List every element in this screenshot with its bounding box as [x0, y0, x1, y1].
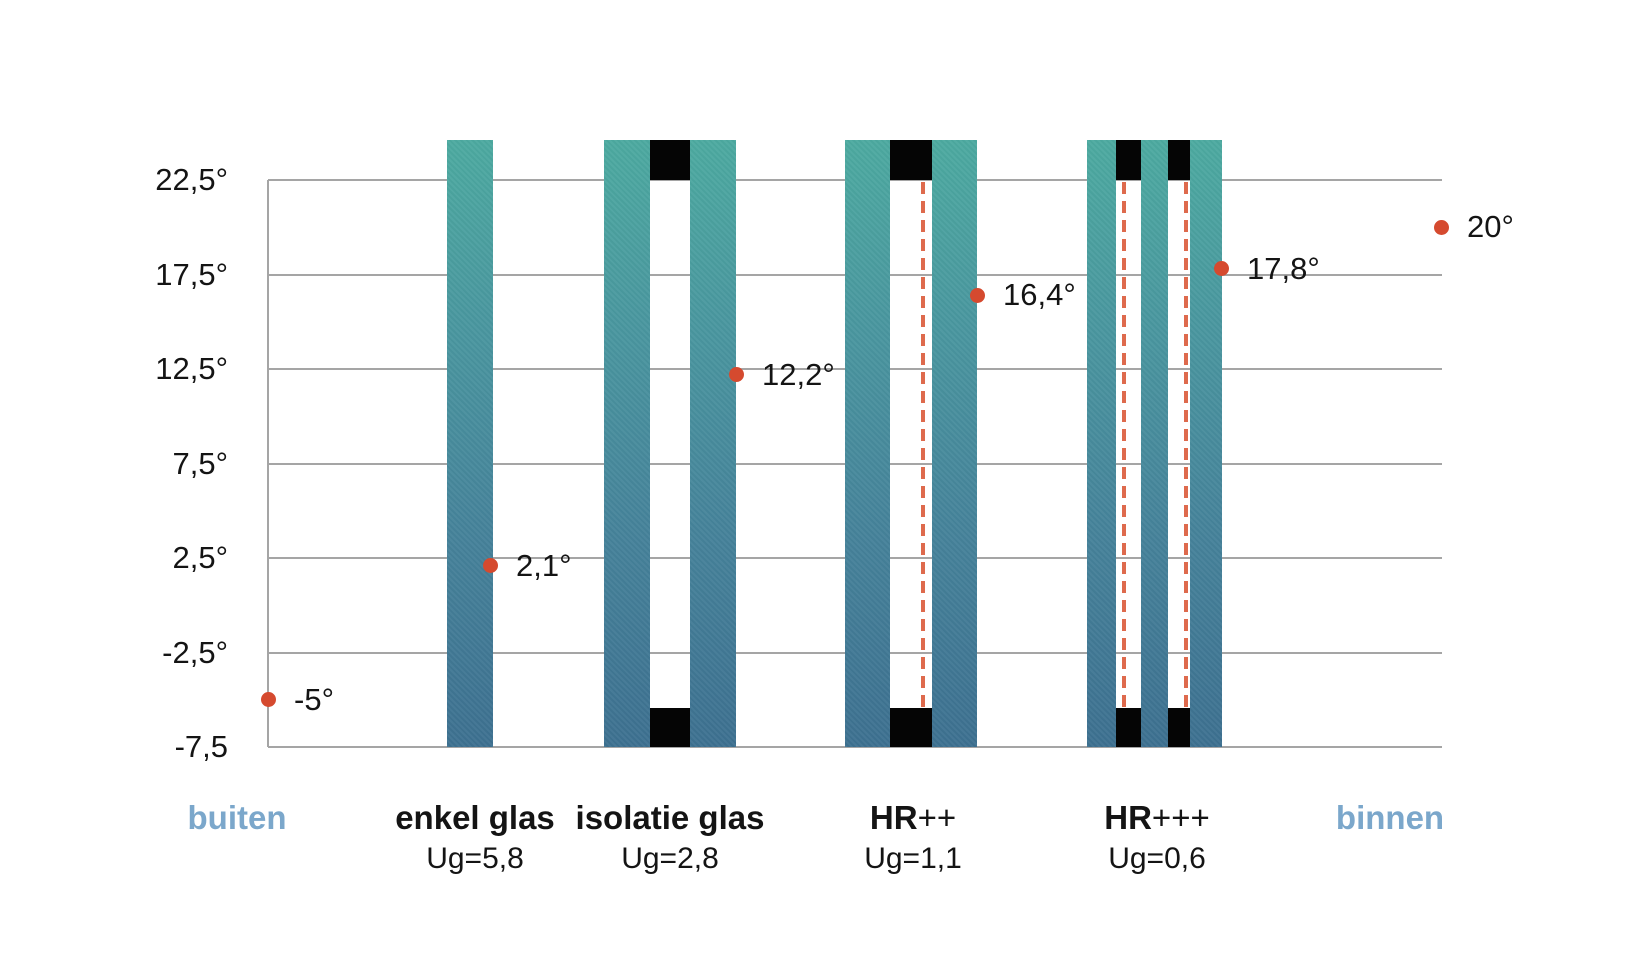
- glass-pane-hr3: [1087, 140, 1116, 747]
- y-tick-label: 2,5°: [172, 540, 229, 575]
- temperature-value-label: 16,4°: [1003, 277, 1076, 313]
- temperature-value-label: 20°: [1467, 209, 1514, 245]
- y-tick-label: -7,5: [174, 729, 228, 764]
- y-tick-label: 7,5°: [172, 445, 229, 481]
- spacer-bottom-hr2: [890, 708, 932, 747]
- category-ug-value: Ug=5,8: [426, 842, 524, 875]
- category-label-buiten: buiten: [57, 800, 417, 836]
- glass-pane-hr3: [1141, 140, 1168, 747]
- category-name: buiten: [57, 800, 417, 836]
- temperature-value-label: 2,1°: [516, 547, 572, 583]
- y-tick-label: 12,5°: [155, 351, 228, 386]
- category-name-rest: +++: [1151, 799, 1210, 836]
- category-ug-value: Ug=2,8: [621, 842, 719, 875]
- category-name: HR++: [733, 800, 1093, 836]
- temperature-value-label: 17,8°: [1247, 250, 1320, 286]
- y-tick-label: -2,5°: [162, 634, 228, 670]
- y-tick-label: 22,5°: [155, 162, 228, 197]
- category-ug-value: Ug=1,1: [864, 842, 962, 875]
- spacer-top-hr3: [1168, 140, 1190, 180]
- gridline: [268, 746, 1442, 748]
- category-label-isolatie: isolatie glas Ug=2,8: [490, 800, 850, 876]
- y-tick-label: 17,5°: [155, 256, 228, 292]
- category-name-bold: isolatie glas: [575, 799, 765, 836]
- temperature-value-label: -5°: [294, 681, 334, 717]
- spacer-top-hr3: [1116, 140, 1141, 180]
- glass-pane-enkel: [447, 140, 493, 747]
- category-name: binnen: [1210, 800, 1570, 836]
- category-ug-value: Ug=0,6: [1108, 842, 1206, 875]
- spacer-top-hr2: [890, 140, 932, 180]
- coating-dashed-line: [1122, 182, 1126, 707]
- category-name-bold: buiten: [187, 799, 287, 836]
- category-label-enkel: enkel glas Ug=5,8: [295, 800, 655, 876]
- spacer-bottom-isolatie: [650, 708, 690, 747]
- temperature-point-enkel: [482, 558, 498, 574]
- glass-pane-isolatie: [690, 140, 736, 747]
- temperature-value-label: 12,2°: [762, 356, 835, 392]
- glass-pane-hr2: [845, 140, 890, 747]
- temperature-point-binnen: [1433, 219, 1449, 235]
- temperature-point-buiten: [260, 692, 276, 708]
- category-label-binnen: binnen: [1210, 800, 1570, 836]
- category-name-bold: binnen: [1335, 799, 1445, 836]
- temperature-point-hr3: [1213, 261, 1229, 277]
- spacer-top-isolatie: [650, 140, 690, 180]
- category-name-bold: HR: [869, 799, 918, 836]
- category-name-rest: ++: [917, 799, 957, 836]
- spacer-bottom-hr3: [1116, 708, 1141, 747]
- glass-pane-hr2: [932, 140, 977, 747]
- coating-dashed-line: [921, 182, 925, 707]
- temperature-point-hr2: [969, 287, 985, 303]
- category-name: enkel glas: [295, 800, 655, 836]
- glass-pane-hr3: [1190, 140, 1222, 747]
- temperature-point-isolatie: [728, 367, 744, 383]
- category-name-bold: HR: [1104, 799, 1152, 836]
- category-name: isolatie glas: [490, 800, 850, 836]
- category-label-hr2: HR++ Ug=1,1: [733, 800, 1093, 876]
- category-label-hr3: HR+++ Ug=0,6: [977, 800, 1337, 876]
- glass-pane-isolatie: [604, 140, 650, 747]
- y-axis-line: [267, 180, 269, 747]
- spacer-bottom-hr3: [1168, 708, 1190, 747]
- category-name-bold: enkel glas: [395, 799, 555, 836]
- coating-dashed-line: [1184, 182, 1188, 707]
- category-name: HR+++: [977, 800, 1337, 836]
